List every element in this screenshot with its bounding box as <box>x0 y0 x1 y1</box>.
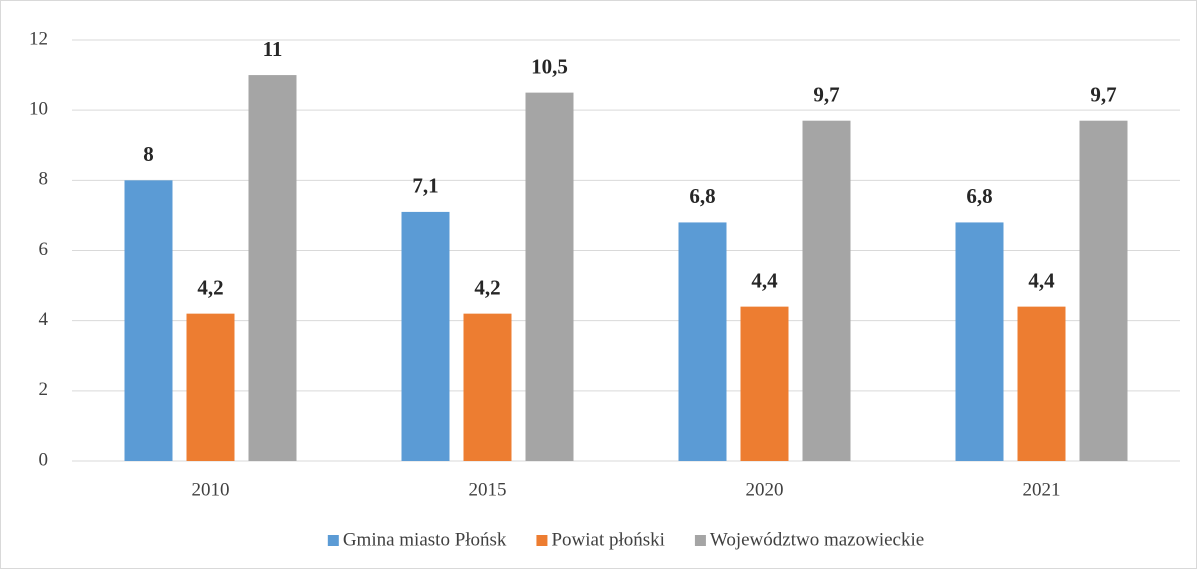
y-tick-label: 0 <box>39 449 49 470</box>
y-tick-label: 12 <box>29 28 48 49</box>
y-tick-label: 6 <box>39 239 49 260</box>
value-label: 4,2 <box>474 275 500 299</box>
value-label: 4,4 <box>1028 268 1055 292</box>
bar <box>463 313 512 461</box>
bar <box>955 222 1004 461</box>
legend-swatch <box>536 535 548 546</box>
value-label: 4,2 <box>197 275 223 299</box>
bar <box>401 211 450 461</box>
legend-label: Województwo mazowieckie <box>710 529 924 550</box>
value-label: 6,8 <box>966 184 992 208</box>
x-tick-label: 2015 <box>469 479 507 500</box>
value-label: 7,1 <box>412 174 438 198</box>
legend-swatch <box>694 535 706 546</box>
bar <box>124 180 173 462</box>
value-label: 9,7 <box>1090 83 1116 107</box>
bar <box>802 120 851 462</box>
bar <box>525 92 574 461</box>
bar <box>678 222 727 461</box>
legend: Gmina miasto Płońsk Powiat płoński Wojewód… <box>327 529 924 550</box>
value-label: 8 <box>143 142 154 166</box>
value-label: 10,5 <box>531 54 568 78</box>
y-tick-label: 10 <box>29 99 48 120</box>
legend-label: Gmina miasto Płońsk <box>343 529 507 550</box>
value-label: 11 <box>263 37 283 61</box>
bar <box>186 313 235 461</box>
value-label: 4,4 <box>751 268 778 292</box>
bar <box>248 75 297 461</box>
x-tick-label: 2020 <box>746 479 784 500</box>
bar <box>1017 306 1066 461</box>
bar <box>740 306 789 461</box>
x-tick-label: 2021 <box>1023 479 1061 500</box>
value-label: 9,7 <box>813 83 839 107</box>
legend-swatch <box>327 535 339 546</box>
y-tick-label: 2 <box>39 379 49 400</box>
y-tick-label: 8 <box>39 169 49 190</box>
legend-label: Powiat płoński <box>551 529 664 550</box>
value-label: 6,8 <box>689 184 715 208</box>
x-tick-label: 2010 <box>192 479 230 500</box>
bar <box>1079 120 1128 462</box>
y-tick-label: 4 <box>39 309 49 330</box>
